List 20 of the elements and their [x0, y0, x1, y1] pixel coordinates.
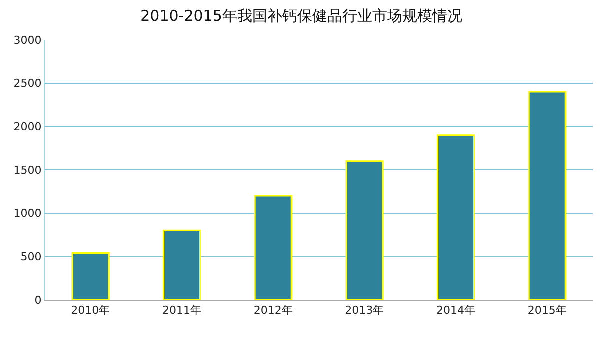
bar	[72, 252, 110, 300]
bar	[346, 160, 384, 300]
y-tick-label: 1000	[14, 207, 42, 220]
x-tick-label: 2011年	[162, 304, 202, 318]
y-tick-label: 1500	[14, 164, 42, 177]
x-tick-label: 2013年	[345, 304, 384, 318]
bar	[254, 195, 292, 300]
bar	[162, 230, 202, 300]
y-tick-label: 2500	[14, 77, 42, 90]
y-tick-label: 3000	[14, 34, 42, 47]
x-tick-label: 2010年	[71, 304, 110, 318]
x-tick-label: 2014年	[436, 304, 476, 318]
bar	[436, 134, 476, 300]
chart-title: 2010-2015年我国补钙保健品行业市场规模情况	[140, 6, 462, 25]
x-tick-label: 2012年	[254, 304, 293, 318]
y-tick-label: 500	[20, 250, 42, 264]
x-tick-label: 2015年	[528, 304, 567, 318]
bar	[528, 91, 566, 300]
y-tick-label: 0	[34, 294, 42, 307]
y-tick-label: 2000	[14, 120, 42, 134]
